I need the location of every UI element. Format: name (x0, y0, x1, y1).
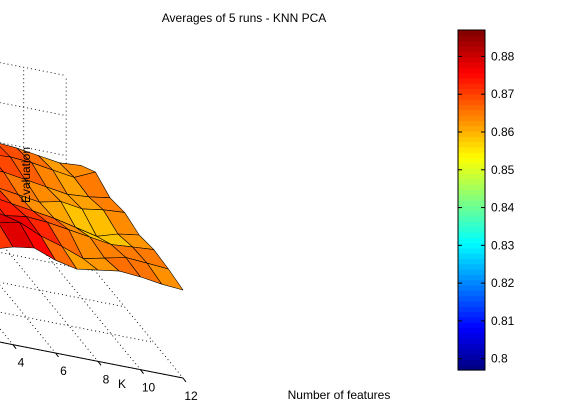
colorbar-band (458, 35, 485, 41)
colorbar-band (458, 296, 485, 302)
colorbar-band (458, 243, 485, 249)
colorbar-band (458, 290, 485, 296)
colorbar-band (458, 211, 485, 217)
colorbar-band (458, 131, 485, 137)
colorbar-band (458, 147, 485, 153)
y-axis-label: K (118, 377, 126, 391)
colorbar-tick-label: 0.87 (491, 87, 515, 101)
colorbar-band (458, 184, 485, 190)
colorbar-band (458, 195, 485, 201)
colorbar-band (458, 258, 485, 264)
colorbar-band (458, 73, 485, 79)
colorbar-band (458, 173, 485, 179)
colorbar-band (458, 227, 485, 233)
x-tick-mark (183, 378, 186, 382)
colorbar-band (458, 99, 485, 105)
colorbar-band (458, 301, 485, 307)
grid-line (0, 26, 66, 76)
colorbar-band (458, 78, 485, 84)
grid-line (0, 328, 183, 378)
colorbar-tick-label: 0.8 (491, 352, 508, 366)
colorbar-band (458, 264, 485, 270)
colorbar-band (458, 51, 485, 57)
colorbar-band (458, 274, 485, 280)
colorbar-band (458, 285, 485, 291)
z-axis-label: Evaluation (19, 147, 33, 203)
colorbar-band (458, 158, 485, 164)
colorbar-band (458, 152, 485, 158)
colorbar-band (458, 41, 485, 47)
colorbar-band (458, 317, 485, 323)
grid-line (0, 292, 154, 342)
colorbar-band (458, 216, 485, 222)
colorbar-band (458, 189, 485, 195)
colorbar-band (458, 200, 485, 206)
colorbar-band (458, 253, 485, 259)
colorbar: 0.8 0.81 0.82 0.83 0.84 0.85 0.86 0.87 0.88 (458, 30, 515, 371)
colorbar-band (458, 338, 485, 344)
colorbar-band (458, 354, 485, 360)
colorbar-band (458, 306, 485, 312)
colorbar-band (458, 142, 485, 148)
colorbar-band (458, 83, 485, 89)
grid-line (0, 66, 66, 116)
colorbar-band (458, 120, 485, 126)
colorbar-band (458, 269, 485, 275)
x-axis-line (0, 328, 183, 378)
colorbar-band (458, 349, 485, 355)
colorbar-band (458, 30, 485, 36)
colorbar-band (458, 248, 485, 254)
x-tick-label: 8 (103, 372, 110, 386)
colorbar-band (458, 280, 485, 286)
colorbar-band (458, 343, 485, 349)
colorbar-tick-label: 0.81 (491, 314, 515, 328)
colorbar-tick-label: 0.86 (491, 125, 515, 139)
x-axis-label: Number of features (288, 388, 391, 402)
colorbar-band (458, 359, 485, 365)
colorbar-band (458, 67, 485, 73)
colorbar-band (458, 328, 485, 334)
colorbar-band (458, 115, 485, 121)
colorbar-band (458, 312, 485, 318)
colorbar-tick-label: 0.84 (491, 201, 515, 215)
colorbar-band (458, 232, 485, 238)
colorbar-band (458, 62, 485, 68)
colorbar-band (458, 205, 485, 211)
colorbar-tick-label: 0.83 (491, 238, 515, 252)
colorbar-band (458, 179, 485, 185)
colorbar-band (458, 136, 485, 142)
colorbar-band (458, 94, 485, 100)
colorbar-band (458, 126, 485, 132)
colorbar-band (458, 46, 485, 52)
colorbar-band (458, 110, 485, 116)
x-tick-label: 10 (142, 381, 156, 395)
colorbar-band (458, 168, 485, 174)
chart-title: Averages of 5 runs - KNN PCA (162, 11, 327, 25)
colorbar-tick-label: 0.88 (491, 49, 515, 63)
colorbar-band (458, 163, 485, 169)
x-tick-label: 4 (18, 356, 25, 370)
colorbar-band (458, 88, 485, 94)
colorbar-band (458, 57, 485, 63)
colorbar-band (458, 237, 485, 243)
colorbar-tick-label: 0.85 (491, 163, 515, 177)
x-tick-label: 6 (60, 364, 67, 378)
colorbar-band (458, 322, 485, 328)
colorbar-band (458, 333, 485, 339)
colorbar-band (458, 221, 485, 227)
colorbar-band (458, 104, 485, 110)
x-tick-label: 12 (184, 389, 198, 403)
colorbar-tick-label: 0.82 (491, 276, 515, 290)
